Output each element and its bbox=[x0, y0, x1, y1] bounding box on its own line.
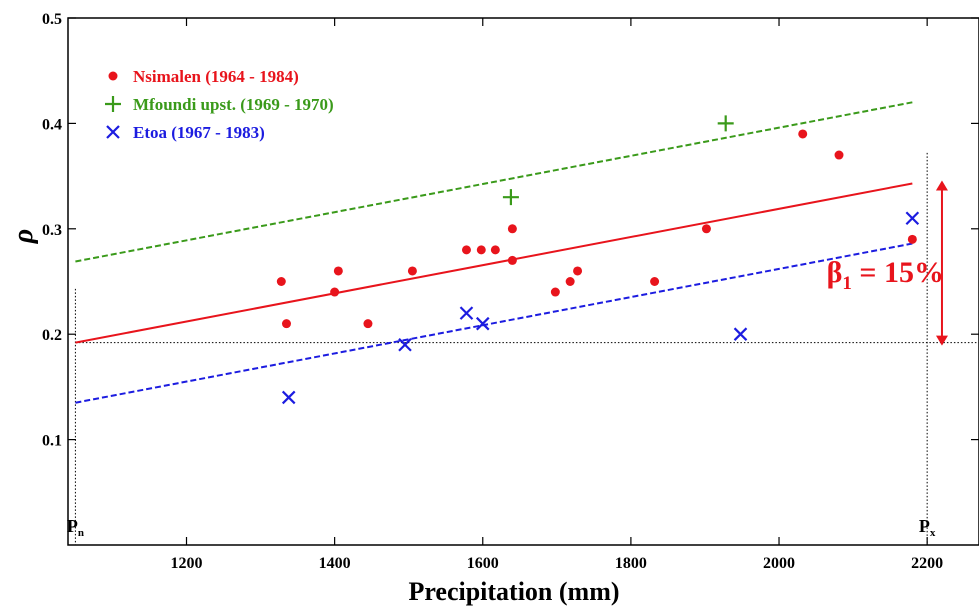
x-axis-title: Precipitation (mm) bbox=[408, 577, 619, 606]
pn-label: Pn bbox=[67, 516, 84, 539]
data-point-s0-6 bbox=[461, 245, 471, 255]
x-tick-label-4: 2000 bbox=[763, 555, 795, 572]
data-point-s2-5 bbox=[905, 211, 920, 226]
data-point-s0-7 bbox=[476, 245, 486, 255]
data-point-s1-0 bbox=[502, 189, 519, 206]
data-point-s0-14 bbox=[650, 277, 660, 286]
data-point-s0-17 bbox=[834, 150, 844, 160]
data-point-s0-15 bbox=[701, 224, 711, 234]
data-point-s0-11 bbox=[550, 287, 560, 297]
legend-label-0: Nsimalen (1964 - 1984) bbox=[133, 67, 299, 86]
data-point-s0-10 bbox=[507, 255, 517, 265]
data-point-s0-2 bbox=[330, 287, 340, 297]
legend-label-1: Mfoundi upst. (1969 - 1970) bbox=[133, 95, 334, 114]
x-tick-label-5: 2200 bbox=[911, 555, 943, 572]
x-tick-label-1: 1400 bbox=[319, 555, 351, 572]
legend-marker-0 bbox=[108, 71, 118, 81]
data-point-s2-2 bbox=[459, 306, 474, 320]
data-point-s2-3 bbox=[475, 316, 490, 331]
data-point-s0-3 bbox=[333, 266, 343, 276]
plot-frame bbox=[67, 17, 979, 546]
data-point-s1-1 bbox=[717, 115, 734, 132]
data-point-s0-12 bbox=[565, 277, 575, 286]
fit-line-0 bbox=[75, 182, 913, 344]
data-point-s0-18 bbox=[907, 234, 917, 244]
y-tick-label-2: 0.3 bbox=[42, 222, 62, 239]
y-tick-label-4: 0.5 bbox=[42, 11, 62, 28]
data-point-s0-0 bbox=[276, 277, 286, 286]
data-point-s0-5 bbox=[407, 266, 417, 276]
data-point-s2-0 bbox=[281, 390, 296, 405]
data-point-s0-13 bbox=[573, 266, 583, 276]
fit-line-2 bbox=[75, 242, 913, 404]
legend: Nsimalen (1964 - 1984) Mfoundi upst. (196… bbox=[105, 67, 334, 142]
data-point-s0-1 bbox=[281, 319, 291, 329]
data-point-s0-16 bbox=[798, 129, 808, 139]
x-tick-label-0: 1200 bbox=[171, 555, 203, 572]
data-point-s0-4 bbox=[363, 319, 373, 329]
x-tick-label-2: 1600 bbox=[467, 555, 499, 572]
x-tick-label-3: 1800 bbox=[615, 555, 647, 572]
data-point-s2-1 bbox=[398, 337, 412, 352]
legend-marker-2 bbox=[106, 125, 120, 139]
data-point-s2-4 bbox=[733, 327, 748, 341]
y-tick-label-1: 0.2 bbox=[42, 327, 62, 344]
data-point-s0-9 bbox=[507, 224, 517, 234]
y-tick-label-0: 0.1 bbox=[42, 433, 62, 450]
fit-line-1 bbox=[75, 101, 913, 263]
y-tick-label-3: 0.4 bbox=[42, 116, 62, 133]
y-axis-title: ρ bbox=[8, 229, 39, 244]
px-label: Px bbox=[919, 516, 936, 539]
legend-label-2: Etoa (1967 - 1983) bbox=[133, 123, 265, 142]
legend-marker-1 bbox=[105, 96, 121, 112]
data-point-s0-8 bbox=[490, 245, 500, 255]
beta-annotation: β1 = 15% bbox=[827, 256, 944, 294]
